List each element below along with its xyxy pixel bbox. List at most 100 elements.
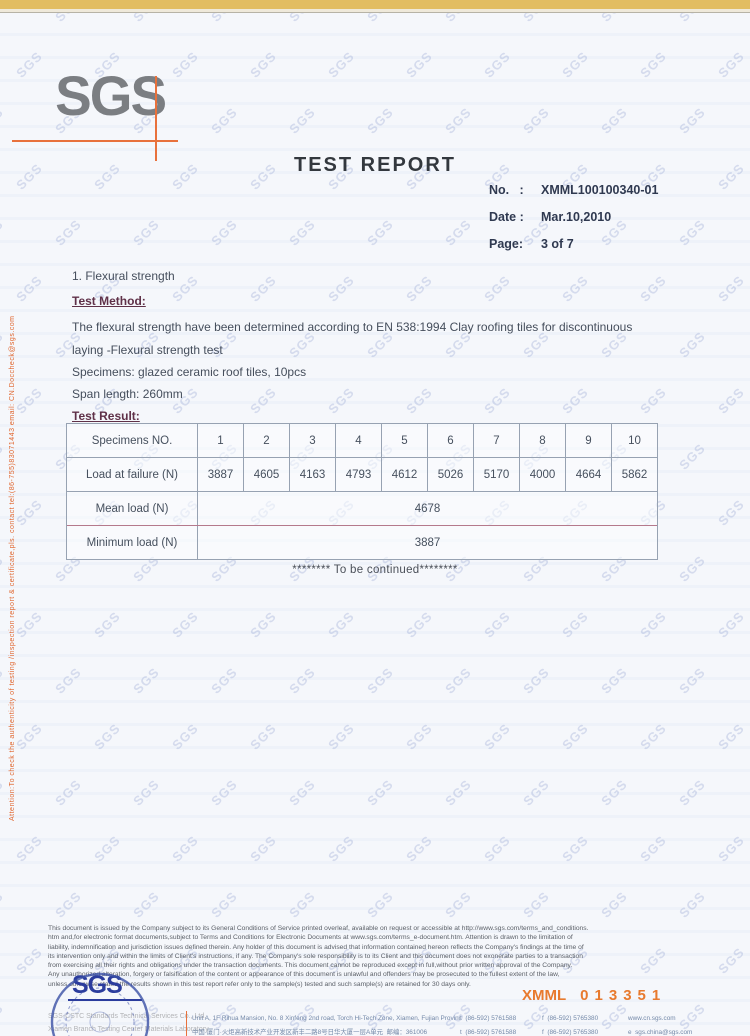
section-heading: 1. Flexural strength xyxy=(72,269,175,283)
watermark-text: SGS xyxy=(598,664,630,696)
specimen-number: 10 xyxy=(611,424,657,457)
load-value: 4000 xyxy=(519,458,565,491)
load-value: 5026 xyxy=(427,458,473,491)
watermark-text: SGS xyxy=(208,12,240,25)
report-page-row: Page: 3 of 7 xyxy=(489,230,658,257)
legal-line: from exercising all their rights and obl… xyxy=(48,961,708,970)
watermark-text: SGS xyxy=(637,272,669,304)
load-value: 4793 xyxy=(335,458,381,491)
watermark-text: SGS xyxy=(13,608,45,640)
watermark-text: SGS xyxy=(286,664,318,696)
watermark-text: SGS xyxy=(403,720,435,752)
address-row-cn: 中国·厦门·火炬高新技术产业开发区新丰二路8号日华大厦一层A单元 邮编：3610… xyxy=(192,1026,712,1036)
scan-edge-band xyxy=(0,0,750,9)
watermark-text: SGS xyxy=(247,272,279,304)
watermark-text: SGS xyxy=(0,328,6,360)
watermark-text: SGS xyxy=(676,664,708,696)
watermark-text: SGS xyxy=(247,48,279,80)
watermark-text: SGS xyxy=(0,1000,6,1032)
report-number-label: No. : xyxy=(489,183,541,197)
watermark-text: SGS xyxy=(247,720,279,752)
watermark-text: SGS xyxy=(481,272,513,304)
watermark-text: SGS xyxy=(286,12,318,25)
watermark-text: SGS xyxy=(520,664,552,696)
watermark-text: SGS xyxy=(13,48,45,80)
load-value: 5170 xyxy=(473,458,519,491)
watermark-text: SGS xyxy=(169,832,201,864)
watermark-text: SGS xyxy=(325,384,357,416)
footer-logo-underline xyxy=(68,999,142,1001)
watermark-text: SGS xyxy=(403,608,435,640)
load-value: 4163 xyxy=(289,458,335,491)
watermark-text: SGS xyxy=(208,664,240,696)
watermark-text: SGS xyxy=(91,720,123,752)
watermark-text: SGS xyxy=(247,384,279,416)
watermark-text: SGS xyxy=(676,888,708,920)
serial-prefix: XMML xyxy=(522,987,566,1004)
watermark-text: SGS xyxy=(52,216,84,248)
method-text-line1: The flexural strength have been determin… xyxy=(72,320,632,334)
watermark-text: SGS xyxy=(13,832,45,864)
watermark-text: SGS xyxy=(52,888,84,920)
watermark-text: SGS xyxy=(169,608,201,640)
email-address: e sgs.china@sgs.com xyxy=(628,1026,692,1036)
table-row-mean: Mean load (N) 4678 xyxy=(67,491,657,525)
address-english: Unit A, 1F Rihua Mansion, No. 8 Xinfeng … xyxy=(192,1012,460,1026)
legal-line: Any unauthorized alteration, forgery or … xyxy=(48,970,708,979)
watermark-text: SGS xyxy=(403,384,435,416)
load-value: 4605 xyxy=(243,458,289,491)
watermark-text: SGS xyxy=(715,48,747,80)
watermark-text: SGS xyxy=(325,272,357,304)
specimen-number: 5 xyxy=(381,424,427,457)
table-row-load: Load at failure (N) 3887 4605 4163 4793 … xyxy=(67,457,657,491)
watermark-text: SGS xyxy=(520,776,552,808)
watermark-text: SGS xyxy=(13,496,45,528)
watermark-text: SGS xyxy=(676,12,708,25)
watermark-text: SGS xyxy=(520,104,552,136)
table-row-specimens: Specimens NO. 1 2 3 4 5 6 7 8 9 10 xyxy=(67,424,657,457)
watermark-text: SGS xyxy=(286,104,318,136)
watermark-text: SGS xyxy=(0,664,6,696)
mean-value: 4678 xyxy=(197,492,657,525)
watermark-text: SGS xyxy=(130,776,162,808)
watermark-text: SGS xyxy=(559,384,591,416)
company-name: SGS-CSTC Standards Technical Services Co… xyxy=(48,1010,209,1023)
specimen-number: 4 xyxy=(335,424,381,457)
watermark-text: SGS xyxy=(91,832,123,864)
report-date-row: Date : Mar.10,2010 xyxy=(489,203,658,230)
watermark-text: SGS xyxy=(247,608,279,640)
load-value: 4612 xyxy=(381,458,427,491)
specimen-number: 6 xyxy=(427,424,473,457)
watermark-text: SGS xyxy=(169,48,201,80)
watermark-text: SGS xyxy=(364,776,396,808)
watermark-text: SGS xyxy=(559,272,591,304)
watermark-text: SGS xyxy=(715,384,747,416)
watermark-text: SGS xyxy=(676,104,708,136)
logo-crosshair-horizontal xyxy=(12,140,178,142)
watermark-text: SGS xyxy=(13,272,45,304)
watermark-text: SGS xyxy=(481,384,513,416)
span-length-text: Span length: 260mm xyxy=(72,387,183,401)
watermark-text: SGS xyxy=(130,888,162,920)
address-chinese: 中国·厦门·火炬高新技术产业开发区新丰二路8号日华大厦一层A单元 邮编：3610… xyxy=(192,1026,460,1036)
watermark-text: SGS xyxy=(442,216,474,248)
report-date-label: Date : xyxy=(489,210,541,224)
method-text-line2: laying -Flexural strength test xyxy=(72,343,223,357)
company-branch: Xiamen Branch Testing Center Materials L… xyxy=(48,1023,209,1036)
watermark-text: SGS xyxy=(442,664,474,696)
watermark-text: SGS xyxy=(325,832,357,864)
to-be-continued-text: ******** To be continued******** xyxy=(0,564,750,576)
watermark-text: SGS xyxy=(364,888,396,920)
watermark-text: SGS xyxy=(247,832,279,864)
watermark-text: SGS xyxy=(325,48,357,80)
watermark-text: SGS xyxy=(481,832,513,864)
watermark-text: SGS xyxy=(559,832,591,864)
watermark-text: SGS xyxy=(208,216,240,248)
watermark-text: SGS xyxy=(442,776,474,808)
watermark-text: SGS xyxy=(520,12,552,25)
watermark-text: SGS xyxy=(52,12,84,25)
phone-number: t (86-592) 5761588 xyxy=(460,1012,542,1026)
watermark-text: SGS xyxy=(481,720,513,752)
watermark-text: SGS xyxy=(364,12,396,25)
watermark-text: SGS xyxy=(442,888,474,920)
